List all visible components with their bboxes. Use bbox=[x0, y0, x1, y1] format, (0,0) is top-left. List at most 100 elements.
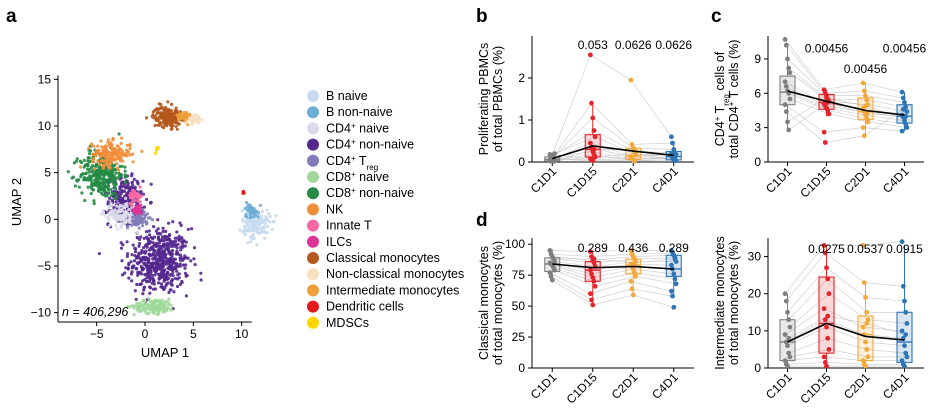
umap-point bbox=[161, 256, 165, 261]
umap-point bbox=[166, 237, 170, 241]
umap-point bbox=[252, 214, 256, 219]
data-point bbox=[864, 347, 870, 352]
umap-point bbox=[184, 263, 188, 267]
umap-point bbox=[163, 106, 168, 110]
data-point bbox=[787, 324, 793, 330]
umap-point bbox=[102, 182, 106, 186]
umap-point bbox=[75, 179, 79, 183]
umap-point bbox=[92, 199, 96, 203]
umap-point bbox=[128, 147, 132, 151]
data-point bbox=[783, 84, 789, 89]
umap-point bbox=[122, 206, 126, 210]
umap-point bbox=[241, 230, 245, 234]
x-tick-label: C1D1 bbox=[528, 370, 560, 402]
umap-point bbox=[113, 208, 117, 212]
umap-point bbox=[138, 210, 142, 214]
umap-point bbox=[86, 185, 90, 189]
umap-point bbox=[91, 164, 95, 168]
data-point bbox=[589, 271, 594, 277]
umap-point bbox=[136, 192, 140, 196]
umap-point bbox=[112, 182, 116, 186]
panel-letter-d: d bbox=[476, 210, 488, 231]
data-point bbox=[861, 88, 867, 94]
umap-point bbox=[148, 291, 152, 295]
legend-swatch bbox=[307, 300, 319, 313]
data-point bbox=[826, 347, 832, 352]
umap-point bbox=[154, 114, 158, 118]
data-point bbox=[591, 256, 597, 262]
umap-point bbox=[144, 243, 148, 247]
umap-point bbox=[154, 241, 159, 245]
data-point bbox=[786, 317, 792, 323]
umap-point bbox=[126, 150, 131, 154]
x-tick-label: C2D1 bbox=[841, 370, 873, 402]
umap-point bbox=[129, 211, 133, 216]
umap-point bbox=[259, 214, 263, 218]
umap-point bbox=[101, 193, 105, 197]
data-point bbox=[785, 309, 790, 315]
umap-point bbox=[126, 266, 130, 270]
umap-point bbox=[169, 124, 173, 128]
legend-label: CD4+ naive bbox=[326, 121, 389, 136]
umap-point bbox=[84, 163, 88, 167]
data-point bbox=[824, 95, 829, 101]
umap-point bbox=[272, 220, 276, 224]
paired-line bbox=[788, 102, 906, 131]
umap-point bbox=[169, 250, 173, 254]
umap-point bbox=[174, 106, 178, 110]
umap-point bbox=[133, 289, 137, 293]
umap-point bbox=[96, 159, 100, 163]
umap-point bbox=[99, 176, 103, 181]
data-point bbox=[864, 321, 870, 326]
data-point bbox=[899, 328, 905, 334]
data-point bbox=[591, 147, 597, 152]
data-point bbox=[547, 270, 553, 276]
umap-point bbox=[257, 211, 261, 215]
paired-line bbox=[786, 362, 904, 365]
legend-swatch bbox=[307, 138, 319, 151]
data-point bbox=[672, 276, 678, 282]
paired-line bbox=[789, 72, 907, 112]
umap-point bbox=[98, 162, 102, 166]
umap-point bbox=[166, 271, 170, 275]
umap-point bbox=[117, 132, 121, 136]
umap-point bbox=[79, 175, 83, 179]
x-tick-label: C4D1 bbox=[649, 370, 681, 402]
umap-point bbox=[129, 191, 133, 195]
data-point bbox=[899, 128, 905, 134]
umap-point bbox=[111, 150, 115, 154]
y-tick-label: 30 bbox=[748, 250, 762, 264]
umap-point bbox=[157, 281, 161, 285]
data-point bbox=[588, 140, 593, 146]
umap-point bbox=[146, 258, 150, 263]
umap-point bbox=[185, 111, 189, 115]
data-point bbox=[860, 358, 866, 363]
umap-point bbox=[152, 282, 156, 286]
umap-point bbox=[164, 229, 168, 233]
umap-point bbox=[144, 222, 149, 226]
umap-point bbox=[158, 111, 162, 115]
y-tick-label: 2 bbox=[518, 71, 525, 85]
data-point bbox=[628, 248, 634, 253]
umap-point bbox=[131, 183, 135, 187]
umap-point bbox=[163, 112, 167, 116]
umap-point bbox=[139, 303, 143, 307]
umap-point bbox=[111, 192, 115, 196]
paired-line bbox=[552, 279, 674, 308]
umap-point bbox=[106, 191, 110, 195]
umap-point bbox=[141, 179, 145, 183]
umap-y-tick-label: 15 bbox=[38, 72, 52, 86]
y-tick-label: 3 bbox=[754, 121, 761, 135]
data-point bbox=[904, 125, 910, 130]
umap-point bbox=[167, 290, 171, 295]
umap-point bbox=[125, 254, 129, 258]
umap-point bbox=[142, 261, 146, 265]
umap-point bbox=[181, 245, 185, 249]
umap-point bbox=[92, 202, 96, 206]
umap-point bbox=[153, 109, 157, 113]
umap-point bbox=[174, 124, 178, 128]
data-point bbox=[591, 260, 597, 266]
umap-point bbox=[163, 115, 167, 119]
umap-point bbox=[143, 213, 148, 217]
legend-label: Innate T bbox=[326, 219, 372, 233]
